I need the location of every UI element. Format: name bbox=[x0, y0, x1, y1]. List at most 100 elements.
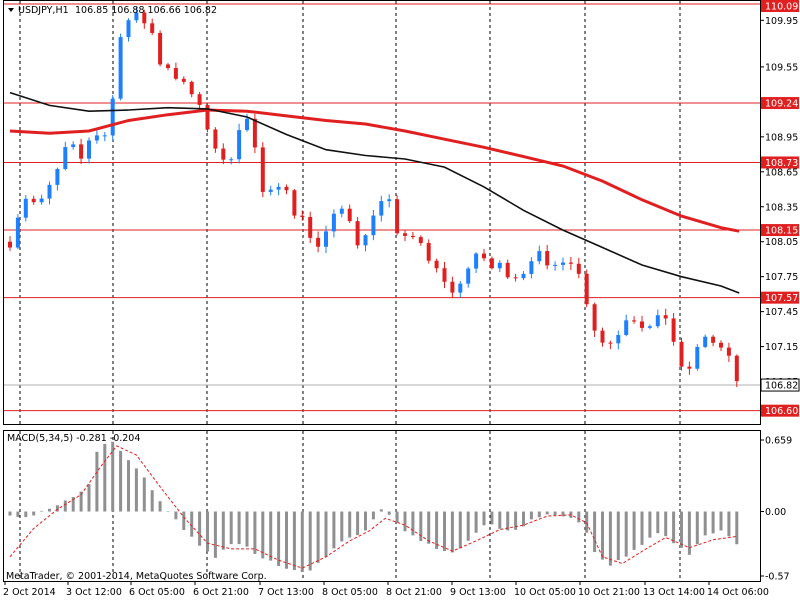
macd-bar bbox=[664, 511, 668, 537]
candle-body bbox=[466, 268, 471, 284]
candle-body bbox=[458, 283, 463, 293]
macd-bar bbox=[727, 511, 731, 537]
candle-body bbox=[363, 235, 368, 246]
macd-bar bbox=[300, 511, 304, 573]
candle-body bbox=[181, 78, 186, 82]
candle-body bbox=[687, 366, 692, 369]
candle-body bbox=[110, 98, 115, 136]
macd-bar bbox=[371, 511, 375, 520]
macd-bar bbox=[640, 511, 644, 545]
price-tick-label: 108.65 bbox=[765, 167, 798, 178]
candle-body bbox=[150, 23, 155, 33]
candle-body bbox=[229, 159, 234, 161]
macd-bar bbox=[419, 511, 423, 542]
candle-body bbox=[387, 199, 392, 202]
macd-bar bbox=[95, 451, 99, 512]
copyright-watermark: MetaTrader, © 2001-2014, MetaQuotes Soft… bbox=[6, 571, 267, 582]
candle-body bbox=[260, 147, 265, 192]
candle-body bbox=[553, 264, 558, 266]
candle-body bbox=[205, 104, 210, 130]
candle-body bbox=[47, 184, 52, 199]
candle-body bbox=[624, 320, 629, 335]
macd-bar bbox=[111, 441, 115, 512]
macd-bar bbox=[616, 511, 620, 561]
candle-body bbox=[403, 233, 407, 236]
candle-body bbox=[126, 20, 131, 38]
macd-bar bbox=[348, 511, 352, 538]
macd-bar bbox=[703, 511, 707, 536]
macd-bar bbox=[561, 511, 565, 517]
macd-bar bbox=[150, 490, 154, 512]
macd-bar bbox=[411, 511, 415, 536]
macd-bar bbox=[55, 505, 59, 512]
candle-body bbox=[134, 12, 139, 21]
macd-bar bbox=[356, 511, 360, 536]
candle-body bbox=[410, 235, 415, 238]
candle-body bbox=[726, 347, 731, 356]
macd-bar bbox=[229, 511, 233, 545]
candle-body bbox=[474, 253, 479, 269]
macd-bar bbox=[166, 511, 170, 512]
macd-bar bbox=[308, 511, 312, 571]
macd-bar bbox=[24, 511, 28, 518]
macd-bar bbox=[213, 511, 217, 558]
candle-body bbox=[355, 221, 360, 246]
candle-body bbox=[252, 118, 257, 148]
candle-body bbox=[63, 147, 68, 170]
candle-body bbox=[600, 330, 605, 343]
candle-body bbox=[94, 135, 99, 141]
macd-bar bbox=[656, 511, 660, 534]
candle-body bbox=[371, 215, 376, 236]
candle-body bbox=[616, 334, 621, 344]
macd-bar bbox=[537, 511, 541, 518]
macd-bar bbox=[498, 511, 502, 529]
macd-signal-line bbox=[9, 445, 737, 569]
candle-body bbox=[316, 237, 321, 247]
candle-body bbox=[276, 186, 281, 190]
macd-bar bbox=[269, 511, 273, 561]
macd-bar bbox=[316, 511, 320, 563]
candle-body bbox=[663, 315, 668, 319]
candle-body bbox=[679, 341, 684, 367]
candle-body bbox=[395, 199, 400, 234]
macd-bar bbox=[261, 511, 265, 559]
macd-tick-label: 0.659 bbox=[765, 436, 792, 447]
level-label-bg bbox=[761, 97, 799, 110]
macd-pane[interactable] bbox=[3, 430, 761, 582]
macd-bar bbox=[79, 491, 83, 512]
macd-bar bbox=[387, 511, 391, 515]
candle-body bbox=[31, 198, 36, 203]
macd-bar bbox=[277, 511, 281, 566]
macd-bar bbox=[134, 468, 138, 512]
price-tick-label: 109.55 bbox=[765, 62, 798, 73]
candle-body bbox=[166, 64, 170, 69]
candle-body bbox=[213, 129, 218, 149]
level-label-bg bbox=[761, 224, 799, 237]
macd-bar bbox=[127, 460, 130, 512]
macd-bar bbox=[182, 511, 186, 530]
candle-body bbox=[608, 342, 613, 344]
time-label: 7 Oct 13:00 bbox=[258, 587, 314, 598]
macd-bar bbox=[364, 511, 367, 531]
macd-bar bbox=[395, 511, 399, 523]
level-price-labels: 110.09 109.24 108.73 108.15 107.57 106.60 bbox=[761, 0, 799, 417]
candle-body bbox=[489, 258, 494, 269]
macd-bar bbox=[585, 511, 589, 533]
candle-body bbox=[292, 190, 297, 216]
candle-body bbox=[300, 215, 305, 217]
time-label: 10 Oct 05:00 bbox=[514, 587, 576, 598]
macd-bar bbox=[206, 511, 209, 552]
level-label: 109.24 bbox=[765, 99, 798, 110]
candle-body bbox=[513, 277, 518, 279]
macd-bar bbox=[687, 511, 691, 555]
macd-bar bbox=[506, 511, 510, 531]
price-pane[interactable] bbox=[3, 0, 761, 425]
macd-bar bbox=[332, 511, 336, 549]
macd-bar bbox=[237, 511, 241, 545]
ohlc-values: 106.85 106.88 106.66 106.82 bbox=[75, 5, 217, 16]
macd-bar bbox=[253, 511, 257, 554]
candle-body bbox=[537, 251, 542, 262]
dropdown-arrow-icon[interactable] bbox=[8, 8, 14, 12]
